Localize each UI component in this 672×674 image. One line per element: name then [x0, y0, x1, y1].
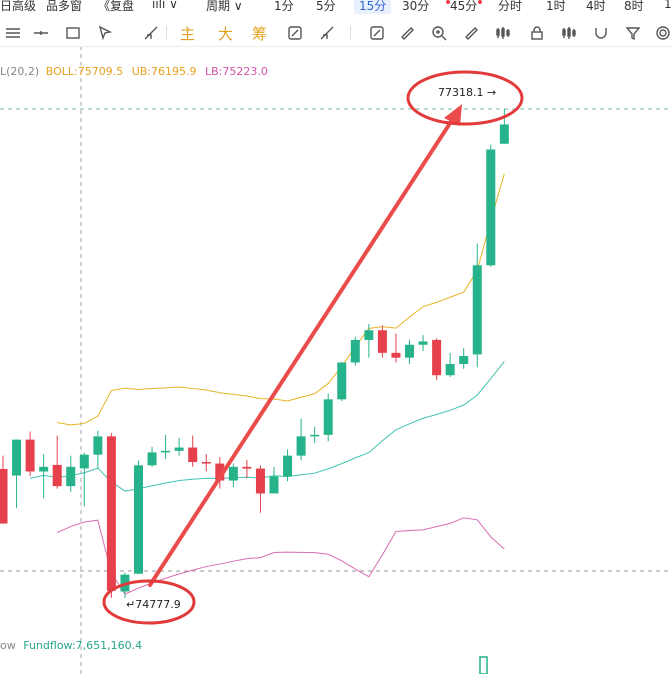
- candle-body: [350, 339, 360, 363]
- trend-arrow-head: [444, 104, 462, 126]
- candle-body: [391, 352, 401, 358]
- period-tab-7[interactable]: 15分: [354, 0, 392, 14]
- high-price-label: 77318.1 →: [438, 86, 497, 99]
- candle-body: [188, 447, 198, 463]
- period-tab-0[interactable]: 日高级: [0, 0, 37, 13]
- fundflow-bar: [479, 656, 488, 674]
- high-circle-annotation: [406, 70, 524, 126]
- cursor-icon[interactable]: [96, 24, 114, 42]
- candle-body: [12, 439, 22, 476]
- candle-body: [66, 466, 76, 487]
- candle-body: [310, 434, 320, 437]
- boll-lower-line: [56, 517, 505, 595]
- period-tab-2[interactable]: 《复盘: [98, 0, 135, 13]
- period-tab-9[interactable]: 45分: [450, 0, 478, 13]
- new-badge-dot: [478, 0, 482, 4]
- candle-body: [472, 265, 482, 355]
- boll-lb-value: LB:75223.0: [204, 65, 268, 78]
- menu-icon[interactable]: [4, 24, 22, 42]
- zoom-plus-icon[interactable]: [430, 24, 448, 42]
- measure-icon[interactable]: [142, 24, 160, 42]
- candle-style-icon[interactable]: [494, 24, 512, 42]
- draw-text-icon[interactable]: [368, 24, 386, 42]
- drawing-toolbar: 主 大筹: [0, 20, 672, 47]
- filter-icon[interactable]: [624, 24, 642, 42]
- measure-icon[interactable]: [318, 24, 336, 42]
- new-badge-dot: [446, 0, 450, 4]
- candle-body: [161, 450, 171, 453]
- indicator-shortcut-1[interactable]: 大: [218, 25, 234, 43]
- period-tab-6[interactable]: 5分: [316, 0, 336, 13]
- boll-upper-line: [57, 173, 505, 426]
- period-tab-12[interactable]: 4时: [586, 0, 606, 13]
- candle-body: [215, 463, 225, 481]
- candle-body: [445, 364, 455, 376]
- candle-body: [432, 339, 442, 376]
- candle-body: [25, 439, 35, 472]
- candle-body: [364, 330, 374, 340]
- period-tab-4[interactable]: 周期 ∨: [206, 0, 243, 13]
- candle-body: [486, 149, 496, 266]
- candle-body: [134, 465, 143, 574]
- period-tab-1[interactable]: 品多窗: [46, 0, 83, 13]
- toolbar-separator: [350, 26, 351, 40]
- candle-body: [93, 436, 103, 455]
- period-tab-3[interactable]: ıılı ∨: [152, 0, 178, 11]
- boll-value: BOLL:75709.5: [45, 65, 124, 78]
- rectangle-icon[interactable]: [64, 24, 82, 42]
- indicator-shortcut-2[interactable]: 筹: [252, 25, 268, 43]
- boll-indicator-row: L(20,2) BOLL:75709.5 UB:76195.9 LB:75223…: [0, 65, 268, 78]
- period-toolbar: 日高级 品多窗 《复盘 ıılı ∨ 周期 ∨ 1分 5分 15分 30分 45分 分时 1时 4时 8时…: [0, 0, 672, 18]
- candle-body: [242, 466, 252, 469]
- ruler-icon[interactable]: [462, 24, 480, 42]
- low-circle-annotation: [102, 579, 196, 625]
- period-tab-5[interactable]: 1分: [274, 0, 294, 13]
- candle-body: [52, 464, 62, 487]
- candle-body: [323, 399, 333, 435]
- candle-body: [459, 355, 469, 365]
- boll-ub-value: UB:76195.9: [131, 65, 197, 78]
- fundflow-indicator-row: ow Fundflow:7,651,160.4: [0, 639, 142, 652]
- candle-body: [337, 362, 347, 400]
- candle-body: [255, 468, 265, 494]
- period-tab-14[interactable]: 1: [664, 0, 672, 11]
- candle-body: [283, 455, 293, 477]
- candle-body: [228, 466, 238, 481]
- period-tab-11[interactable]: 1时: [546, 0, 566, 13]
- candle-body: [39, 466, 49, 472]
- candle-body: [499, 124, 509, 144]
- lock-icon[interactable]: [528, 24, 546, 42]
- period-tab-8[interactable]: 30分: [402, 0, 430, 13]
- candle-body: [418, 341, 428, 345]
- indicator-shortcut-0[interactable]: 主: [180, 25, 196, 43]
- fundflow-value: Fundflow:7,651,160.4: [23, 639, 143, 652]
- boll-params: L(20,2): [0, 65, 40, 78]
- ruler-icon[interactable]: [398, 24, 416, 42]
- period-tab-10[interactable]: 分时: [498, 0, 523, 13]
- period-tab-13[interactable]: 8时: [624, 0, 644, 13]
- candle-body: [377, 330, 387, 353]
- toolbar-separator: [166, 26, 167, 40]
- fundflow-prefix: ow: [0, 639, 16, 652]
- candle-body: [0, 468, 8, 524]
- candle-body: [79, 454, 89, 469]
- candle-style-icon[interactable]: [560, 24, 578, 42]
- draw-text-icon[interactable]: [286, 24, 304, 42]
- candle-body: [269, 476, 279, 494]
- candle-body: [201, 462, 211, 464]
- trend-arrow-line: [148, 112, 458, 587]
- candle-body: [296, 436, 306, 456]
- low-price-label: ↵74777.9: [126, 598, 181, 611]
- candle-body: [147, 452, 157, 466]
- magnet-icon[interactable]: [592, 24, 610, 42]
- settings-icon[interactable]: [654, 24, 672, 42]
- candle-body: [405, 344, 414, 358]
- candle-body: [174, 447, 184, 451]
- crosshair-line-icon[interactable]: [32, 24, 50, 42]
- boll-mid-line: [29, 361, 505, 492]
- candle-body: [106, 436, 116, 591]
